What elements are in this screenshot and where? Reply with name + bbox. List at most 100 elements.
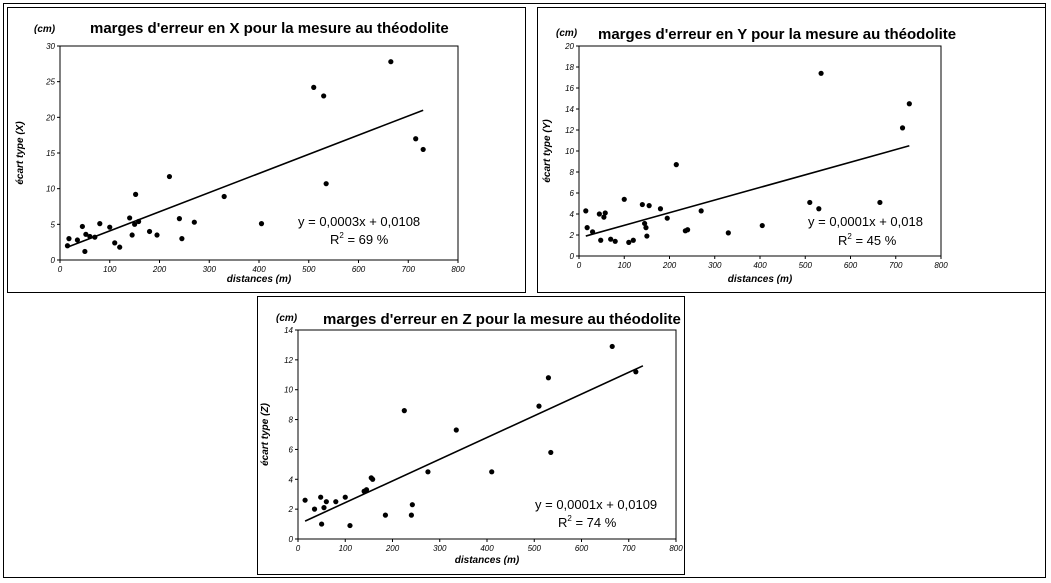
chart-x-xtick-label: 0 <box>58 265 63 274</box>
chart-x-xtick-label: 100 <box>103 265 117 274</box>
chart-y-equation: y = 0,0001x + 0,018 <box>808 214 923 229</box>
chart-z-data-point <box>536 403 542 409</box>
chart-y-r-label: R <box>838 233 847 248</box>
chart-x-r-value: = 69 % <box>344 232 389 247</box>
chart-z-trendline <box>304 365 644 522</box>
chart-z-r-squared: R2 = 74 % <box>558 514 617 530</box>
chart-z-data-point <box>489 469 495 475</box>
chart-z-ylabel: écart type (Z) <box>260 402 271 465</box>
chart-z-data-point <box>425 469 431 475</box>
chart-y-data-point <box>602 210 608 216</box>
chart-x-data-point <box>107 224 113 230</box>
chart-y-title: marges d'erreur en Y pour la mesure au t… <box>598 26 956 43</box>
chart-z-ytick-label: 0 <box>289 535 294 544</box>
chart-z-data-point <box>363 487 370 493</box>
chart-y-ytick-label: 12 <box>565 126 574 135</box>
chart-y-data-point <box>816 206 822 212</box>
chart-x-ylabel: écart type (X) <box>15 121 26 185</box>
chart-x-ytick-label: 0 <box>51 256 56 265</box>
chart-y-data-point <box>626 239 632 245</box>
chart-y-data-point <box>725 230 731 236</box>
chart-y-xlabel: distances (m) <box>728 274 793 285</box>
chart-x-equation: y = 0,0003x + 0,0108 <box>298 214 420 229</box>
chart-y-data-point <box>664 215 670 221</box>
chart-y-data-point <box>877 199 883 206</box>
chart-y-xtick-label: 800 <box>934 261 948 270</box>
chart-z-xlabel: distances (m) <box>455 555 520 566</box>
chart-y-data-point <box>584 225 590 231</box>
chart-x-data-point <box>176 216 182 222</box>
chart-y-data-point <box>621 196 627 202</box>
chart-z-data-point <box>333 499 339 505</box>
chart-y-data-point <box>657 206 664 212</box>
chart-z-data-point <box>408 512 414 518</box>
chart-panel-x: marges d'erreur en X pour la mesure au t… <box>7 7 526 293</box>
chart-x-data-point <box>166 173 173 180</box>
chart-z-data-point <box>321 505 327 511</box>
chart-y-ytick-label: 6 <box>570 189 575 198</box>
chart-x-r-label: R <box>330 232 339 247</box>
chart-z-data-point <box>323 499 329 505</box>
chart-y-data-point <box>642 220 648 227</box>
chart-z-ytick-label: 12 <box>284 356 293 365</box>
chart-y-ytick-label: 0 <box>570 252 575 261</box>
chart-y-data-point <box>639 201 645 208</box>
chart-x-xtick-label: 700 <box>402 265 416 274</box>
chart-y-data-point <box>673 162 679 168</box>
chart-y-r-value: = 45 % <box>852 233 897 248</box>
chart-z-data-point <box>545 375 552 381</box>
chart-z-data-point <box>609 343 615 350</box>
chart-y-data-point <box>598 237 604 243</box>
chart-z-data-point <box>342 494 348 500</box>
chart-z-r-value: = 74 % <box>572 515 617 530</box>
chart-z-ytick-label: 14 <box>284 326 293 335</box>
chart-x-unit-label: (cm) <box>34 24 56 35</box>
chart-x-svg: marges d'erreur en X pour la mesure au t… <box>15 20 465 285</box>
chart-z-xtick-label: 700 <box>622 544 636 553</box>
chart-x-data-point <box>413 136 419 142</box>
chart-y-data-point <box>589 229 596 235</box>
chart-x-data-point <box>83 231 89 237</box>
chart-x-r-exponent: 2 <box>339 231 344 240</box>
chart-x-xtick-label: 600 <box>352 265 366 274</box>
chart-x-data-point <box>221 193 227 200</box>
chart-z-data-point <box>347 522 353 529</box>
chart-x-data-point <box>66 236 72 242</box>
chart-x-data-point <box>79 223 85 230</box>
chart-x-data-point <box>420 146 426 153</box>
chart-x-data-point <box>82 248 88 255</box>
chart-y-xtick-label: 300 <box>708 261 722 270</box>
chart-y-ytick-label: 2 <box>569 231 575 240</box>
chart-x-xtick-label: 300 <box>203 265 217 274</box>
chart-x-xlabel: distances (m) <box>227 274 292 285</box>
chart-y-data-point <box>596 211 602 217</box>
chart-z-r-label: R <box>558 515 567 530</box>
chart-x-data-point <box>74 237 81 243</box>
chart-y-xtick-label: 600 <box>844 261 858 270</box>
chart-x-data-point <box>133 191 139 197</box>
chart-z-title: marges d'erreur en Z pour la mesure au t… <box>323 311 681 328</box>
chart-z-xtick-label: 400 <box>480 544 494 553</box>
chart-x-r-squared: R2 = 69 % <box>330 231 389 247</box>
chart-z-data-point <box>382 512 389 518</box>
chart-x-title: marges d'erreur en X pour la mesure au t… <box>90 20 449 37</box>
chart-y-ytick-label: 20 <box>564 42 574 51</box>
chart-y-data-point <box>644 233 650 239</box>
chart-y-xtick-label: 500 <box>799 261 813 270</box>
chart-x-ytick-label: 15 <box>46 149 55 158</box>
chart-y-unit-label: (cm) <box>556 28 578 39</box>
chart-x-data-point <box>388 59 394 65</box>
chart-x-data-point <box>97 221 103 227</box>
chart-y-ylabel: écart type (Y) <box>542 119 553 183</box>
chart-z-xtick-label: 800 <box>669 544 683 553</box>
chart-z-equation: y = 0,0001x + 0,0109 <box>535 497 657 512</box>
chart-y-ytick-label: 16 <box>565 84 574 93</box>
chart-x-data-point <box>117 244 123 250</box>
chart-x-data-point <box>136 218 142 225</box>
chart-z-ytick-label: 8 <box>289 416 294 425</box>
chart-x-trendline <box>67 109 424 248</box>
chart-z-xtick-label: 300 <box>433 544 447 553</box>
chart-x-ytick-label: 30 <box>46 42 55 51</box>
chart-y-data-point <box>906 101 912 107</box>
chart-z-xtick-label: 100 <box>339 544 353 553</box>
